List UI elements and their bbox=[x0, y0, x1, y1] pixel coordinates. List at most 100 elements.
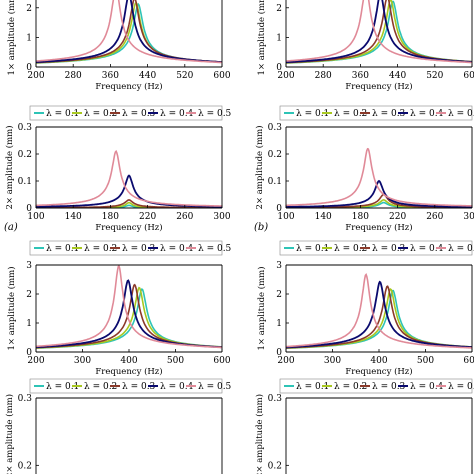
legend-entry: λ = 0.5 bbox=[448, 109, 474, 119]
x-axis-label: Frequency (Hz) bbox=[95, 366, 162, 377]
x-tick-label: 180 bbox=[352, 212, 369, 222]
y-tick-label: 1 bbox=[276, 33, 282, 43]
y-axis-label: 1× amplitude (mm) bbox=[256, 266, 267, 350]
x-tick-label: 220 bbox=[139, 212, 156, 222]
legend-entry: λ = 0.2 bbox=[84, 244, 117, 254]
y-axis-label: 2× amplitude (mm) bbox=[254, 125, 265, 209]
legend-entry: λ = 0.5 bbox=[448, 244, 474, 254]
x-tick-label: 500 bbox=[167, 356, 184, 366]
series-line-lambda-0.4 bbox=[286, 0, 472, 64]
legend-entry: λ = 0.3 bbox=[122, 109, 156, 119]
x-tick-label: 440 bbox=[389, 71, 406, 81]
legend-box bbox=[29, 105, 223, 121]
y-tick-label: 0.3 bbox=[18, 394, 33, 404]
series-line-lambda-0.3 bbox=[286, 0, 472, 64]
legend-entry: λ = 0.2 bbox=[334, 382, 367, 392]
legend-entry: λ = 0.3 bbox=[372, 109, 406, 119]
legend-entry: λ = 0.1 bbox=[46, 244, 79, 254]
legend-entry: λ = 0.5 bbox=[198, 109, 232, 119]
x-tick-label: 500 bbox=[417, 356, 434, 366]
legend-entry: λ = 0.1 bbox=[46, 109, 79, 119]
x-axis-label: Frequency (Hz) bbox=[345, 81, 412, 92]
series-line-lambda-0.5 bbox=[36, 149, 222, 207]
y-tick-label: 0.3 bbox=[268, 123, 283, 133]
y-tick-label: 0.2 bbox=[18, 150, 32, 160]
legend-entry: λ = 0.4 bbox=[410, 382, 444, 392]
y-axis-label: 2× amplitude (mm) bbox=[4, 125, 15, 209]
legend-entry: λ = 0.2 bbox=[334, 109, 367, 119]
legend-entry: λ = 0.5 bbox=[448, 382, 474, 392]
x-tick-label: 520 bbox=[426, 71, 443, 81]
y-axis-label: 1× amplitude (mm) bbox=[6, 0, 17, 76]
x-axis-label: Frequency (Hz) bbox=[345, 366, 412, 377]
x-tick-label: 300 bbox=[324, 356, 341, 366]
legend-entry: λ = 0.2 bbox=[84, 382, 117, 392]
panel-mid-right bbox=[285, 126, 473, 209]
legend: λ = 0.1 λ = 0.2 λ = 0.3 λ = 0.4 λ = 0.5 bbox=[29, 105, 232, 121]
y-tick-label: 2 bbox=[26, 290, 32, 300]
legend: λ = 0.1 λ = 0.2 λ = 0.3 λ = 0.4 λ = 0.5 bbox=[279, 378, 474, 394]
legend-entry: λ = 0.3 bbox=[372, 244, 406, 254]
x-tick-label: 600 bbox=[213, 71, 230, 81]
y-tick-label: 0 bbox=[276, 348, 282, 358]
x-tick-label: 200 bbox=[277, 356, 294, 366]
x-axis-label: Frequency (Hz) bbox=[95, 81, 162, 92]
legend-entry: λ = 0.4 bbox=[410, 109, 444, 119]
legend-entry: λ = 0.4 bbox=[410, 244, 444, 254]
x-tick-label: 400 bbox=[370, 356, 387, 366]
legend-box bbox=[279, 240, 473, 256]
series-line-lambda-0.4 bbox=[286, 280, 472, 349]
x-tick-label: 400 bbox=[120, 356, 137, 366]
x-tick-label: 600 bbox=[213, 356, 230, 366]
legend-entry: λ = 0.2 bbox=[334, 244, 367, 254]
legend-entry: λ = 0.1 bbox=[46, 382, 79, 392]
subfigure-label: (b) bbox=[254, 222, 268, 233]
y-axis-label: 2× amplitude (mm) bbox=[254, 394, 265, 474]
x-tick-label: 260 bbox=[176, 212, 193, 222]
x-tick-label: 280 bbox=[65, 71, 82, 81]
y-axis-label: 1× amplitude (mm) bbox=[256, 0, 267, 76]
y-tick-label: 0 bbox=[26, 63, 32, 73]
panel-top-right bbox=[285, 0, 473, 68]
legend: λ = 0.1 λ = 0.2 λ = 0.3 λ = 0.4 λ = 0.5 bbox=[279, 105, 474, 121]
x-tick-label: 260 bbox=[426, 212, 443, 222]
x-tick-label: 300 bbox=[74, 356, 91, 366]
x-tick-label: 520 bbox=[176, 71, 193, 81]
series-line-lambda-0.5 bbox=[36, 0, 222, 64]
legend-entry: λ = 0.1 bbox=[296, 109, 329, 119]
series-line-lambda-0.4 bbox=[36, 174, 222, 208]
x-tick-label: 140 bbox=[65, 212, 82, 222]
x-axis-label: Frequency (Hz) bbox=[95, 222, 162, 233]
x-tick-label: 360 bbox=[102, 71, 119, 81]
x-tick-label: 100 bbox=[277, 212, 294, 222]
x-axis-label: Frequency (Hz) bbox=[345, 222, 412, 233]
y-tick-label: 0.1 bbox=[18, 177, 32, 187]
legend-entry: λ = 0.3 bbox=[122, 244, 156, 254]
x-tick-label: 220 bbox=[389, 212, 406, 222]
legend-entry: λ = 0.5 bbox=[198, 244, 232, 254]
series-line-lambda-0.3 bbox=[286, 285, 472, 349]
series-line-lambda-0.5 bbox=[36, 265, 222, 349]
legend-entry: λ = 0.4 bbox=[160, 109, 194, 119]
y-tick-label: 0.1 bbox=[268, 177, 282, 187]
y-tick-label: 0.3 bbox=[268, 394, 283, 404]
legend-box bbox=[279, 378, 473, 394]
y-tick-label: 1 bbox=[26, 33, 32, 43]
y-tick-label: 2 bbox=[276, 4, 282, 14]
y-axis-label: 1× amplitude (mm) bbox=[6, 266, 17, 350]
panel-bottom-left bbox=[35, 264, 223, 353]
series-line-lambda-0.4 bbox=[286, 179, 472, 208]
y-tick-label: 0.2 bbox=[268, 461, 282, 471]
y-tick-label: 3 bbox=[26, 261, 32, 271]
y-axis-label: 2× amplitude (mm) bbox=[4, 394, 15, 474]
y-tick-label: 3 bbox=[276, 261, 282, 271]
legend-entry: λ = 0.4 bbox=[160, 382, 194, 392]
series-line-lambda-0.5 bbox=[286, 147, 472, 207]
panel-bottom-right bbox=[285, 264, 473, 353]
x-tick-label: 600 bbox=[463, 71, 474, 81]
series-line-lambda-0.5 bbox=[286, 273, 472, 349]
legend: λ = 0.1 λ = 0.2 λ = 0.3 λ = 0.4 λ = 0.5 bbox=[279, 240, 474, 256]
legend-entry: λ = 0.1 bbox=[296, 382, 329, 392]
series-line-lambda-0.5 bbox=[286, 0, 472, 64]
y-tick-label: 0 bbox=[26, 348, 32, 358]
